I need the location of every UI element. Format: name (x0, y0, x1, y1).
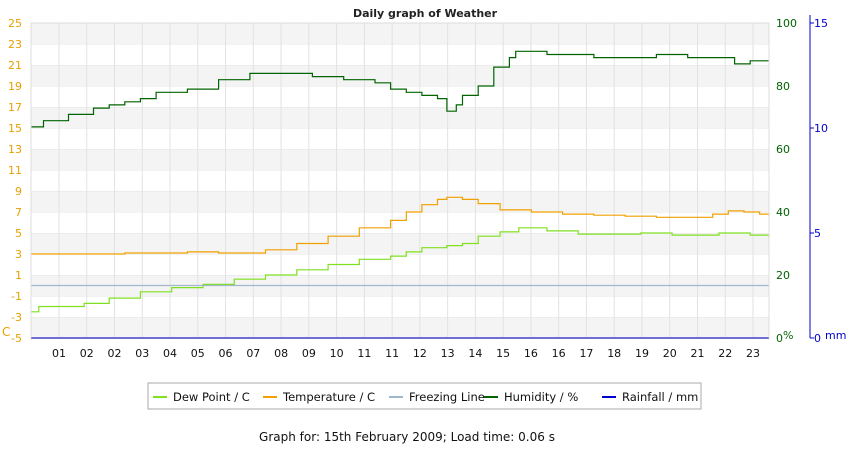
x-tick-label: 17 (579, 347, 593, 360)
left-tick-label: -3 (11, 311, 22, 324)
legend-label: Dew Point / C (173, 390, 250, 404)
plot-band (31, 296, 769, 317)
plot-band (31, 233, 769, 254)
plot-band (31, 170, 769, 191)
plot-band (31, 107, 769, 128)
left-tick-label: 11 (8, 164, 22, 177)
x-tick-label: 02 (80, 347, 94, 360)
x-tick-label: 12 (413, 347, 427, 360)
left-tick-label: 9 (15, 185, 22, 198)
x-tick-label: 22 (718, 347, 732, 360)
left-tick-label: 21 (8, 59, 22, 72)
plot-band (31, 149, 769, 170)
left-tick-label: 7 (15, 206, 22, 219)
x-tick-label: 23 (746, 347, 760, 360)
plot-band (31, 191, 769, 212)
left-tick-label: 17 (8, 101, 22, 114)
x-tick-label: 13 (441, 347, 455, 360)
plot-band (31, 86, 769, 107)
x-tick-label: 05 (191, 347, 205, 360)
mid-tick-label: 100 (776, 17, 797, 30)
x-tick-label: 03 (135, 347, 149, 360)
plot-bands (31, 22, 769, 338)
left-axis-ticks: 25 23 21 19 17 15 13 11 9 7 5 3 1 -1 -3 -5 (8, 17, 22, 345)
mid-tick-label: 20 (776, 269, 790, 282)
right-tick-label: 5 (814, 227, 821, 240)
mid-unit-label: % (783, 329, 793, 342)
right-tick-label: 10 (814, 122, 828, 135)
right-tick-label: 0 (814, 332, 821, 345)
plot-band (31, 254, 769, 275)
mid-tick-label: 40 (776, 206, 790, 219)
mid-tick-label: 0 (776, 332, 783, 345)
x-tick-label: 11 (385, 347, 399, 360)
plot-band (31, 44, 769, 65)
legend: Dew Point / C Temperature / C Freezing Lin… (147, 382, 702, 410)
right-tick-label: 15 (814, 17, 828, 30)
mid-tick-label: 60 (776, 143, 790, 156)
x-tick-label: 18 (607, 347, 621, 360)
x-tick-label: 14 (468, 347, 482, 360)
x-tick-label: 19 (635, 347, 649, 360)
x-tick-label: 16 (552, 347, 566, 360)
x-tick-label: 15 (496, 347, 510, 360)
legend-label: Freezing Line (409, 390, 485, 404)
plot-frame (30, 22, 770, 339)
x-tick-label: 09 (302, 347, 316, 360)
mid-tick-label: 80 (776, 80, 790, 93)
left-tick-label: 15 (8, 122, 22, 135)
legend-label: Temperature / C (282, 390, 375, 404)
plot-band (31, 212, 769, 233)
left-tick-label: -1 (11, 290, 22, 303)
legend-label: Rainfall / mm (622, 390, 698, 404)
x-tick-label: 10 (330, 347, 344, 360)
left-tick-label: 1 (15, 269, 22, 282)
left-tick-label: 19 (8, 80, 22, 93)
x-tick-label: 11 (357, 347, 371, 360)
series-line-temperature-c (31, 196, 770, 255)
plot-band (31, 128, 769, 149)
legend-label: Humidity / % (504, 390, 578, 404)
plot-band (31, 65, 769, 86)
left-tick-label: 5 (15, 227, 22, 240)
plot-band (31, 317, 769, 338)
left-tick-label: 23 (8, 38, 22, 51)
plot-band (31, 23, 769, 44)
x-tick-label: 20 (663, 347, 677, 360)
left-tick-label: 13 (8, 143, 22, 156)
footer-text: Graph for: 15th February 2009; Load time… (259, 430, 555, 444)
right-axis-ticks: 15 10 5 0 (809, 15, 828, 345)
x-tick-label: 02 (108, 347, 122, 360)
x-tick-label: 01 (52, 347, 66, 360)
x-tick-label: 07 (246, 347, 260, 360)
x-tick-label: 21 (690, 347, 704, 360)
left-tick-label: 25 (8, 17, 22, 30)
x-tick-label: 06 (219, 347, 233, 360)
x-tick-label: 08 (274, 347, 288, 360)
right-unit-label: mm (825, 329, 846, 342)
x-tick-label: 04 (163, 347, 177, 360)
left-unit-label: C (2, 325, 10, 339)
x-axis-ticks: 01 02 02 03 04 05 06 07 08 09 10 11 11 12 13 14 15 16 16 17… (52, 347, 760, 360)
series-line-dew-point-c (31, 227, 770, 313)
left-tick-label: -5 (11, 332, 22, 345)
left-tick-label: 3 (15, 248, 22, 261)
chart-title: Daily graph of Weather (353, 7, 498, 20)
x-tick-label: 16 (524, 347, 538, 360)
series-line-humidity (31, 50, 769, 128)
mid-axis-ticks: 100 80 60 40 20 0 (776, 17, 797, 345)
